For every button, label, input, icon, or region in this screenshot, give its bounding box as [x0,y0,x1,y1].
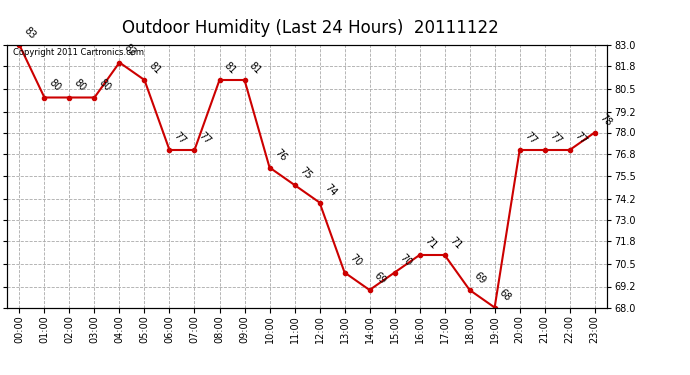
Text: 80: 80 [47,78,63,93]
Text: 77: 77 [172,130,188,146]
Text: 81: 81 [147,60,163,76]
Text: 69: 69 [473,270,488,286]
Text: 81: 81 [222,60,238,76]
Text: 69: 69 [373,270,388,286]
Text: 76: 76 [273,147,288,164]
Text: 77: 77 [522,130,538,146]
Text: 70: 70 [347,252,363,268]
Text: Outdoor Humidity (Last 24 Hours)  20111122: Outdoor Humidity (Last 24 Hours) 2011112… [122,19,499,37]
Text: 83: 83 [22,25,38,41]
Text: Copyright 2011 Cartronics.com: Copyright 2011 Cartronics.com [13,48,144,57]
Text: 81: 81 [247,60,263,76]
Text: 80: 80 [97,78,113,93]
Text: 78: 78 [598,112,613,128]
Text: 68: 68 [497,288,513,303]
Text: 77: 77 [573,130,589,146]
Text: 71: 71 [422,235,438,251]
Text: 80: 80 [72,78,88,93]
Text: 74: 74 [322,183,338,198]
Text: 82: 82 [122,42,138,58]
Text: 77: 77 [197,130,213,146]
Text: 75: 75 [297,165,313,181]
Text: 70: 70 [397,252,413,268]
Text: 77: 77 [547,130,563,146]
Text: 71: 71 [447,235,463,251]
